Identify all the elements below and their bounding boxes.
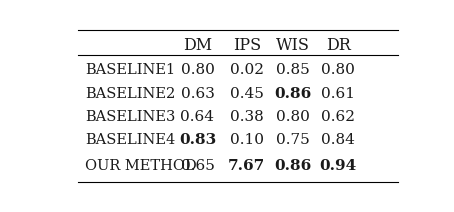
Text: 0.86: 0.86: [274, 87, 311, 101]
Text: 0.02: 0.02: [230, 63, 264, 77]
Text: 0.61: 0.61: [321, 87, 355, 101]
Text: WIS: WIS: [276, 36, 310, 53]
Text: IPS: IPS: [233, 36, 261, 53]
Text: BASELINE2: BASELINE2: [85, 87, 175, 101]
Text: BASELINE3: BASELINE3: [85, 110, 175, 124]
Text: 0.75: 0.75: [276, 133, 309, 147]
Text: DM: DM: [183, 36, 212, 53]
Text: 7.67: 7.67: [228, 159, 266, 173]
Text: 0.64: 0.64: [181, 110, 214, 124]
Text: 0.63: 0.63: [181, 87, 214, 101]
Text: 0.80: 0.80: [276, 110, 310, 124]
Text: 0.80: 0.80: [321, 63, 355, 77]
Text: OUR METHOD: OUR METHOD: [85, 159, 197, 173]
Text: 0.83: 0.83: [179, 133, 216, 147]
Text: BASELINE4: BASELINE4: [85, 133, 175, 147]
Text: 0.80: 0.80: [181, 63, 214, 77]
Text: DR: DR: [326, 36, 350, 53]
Text: BASELINE1: BASELINE1: [85, 63, 175, 77]
Text: 0.84: 0.84: [321, 133, 355, 147]
Text: 0.86: 0.86: [274, 159, 311, 173]
Text: 0.65: 0.65: [181, 159, 214, 173]
Text: 0.45: 0.45: [230, 87, 264, 101]
Text: 0.62: 0.62: [321, 110, 355, 124]
Text: 0.10: 0.10: [230, 133, 264, 147]
Text: 0.94: 0.94: [320, 159, 357, 173]
Text: 0.38: 0.38: [230, 110, 264, 124]
Text: 0.85: 0.85: [276, 63, 309, 77]
